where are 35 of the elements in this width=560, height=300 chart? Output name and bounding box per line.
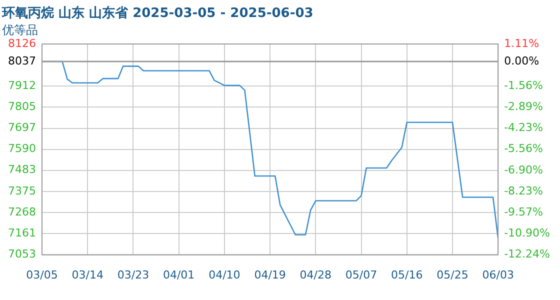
y-tick-label: 7697	[8, 121, 36, 134]
y2-tick-label: 0.00%	[504, 54, 540, 68]
y-tick-label: 7268	[8, 205, 36, 218]
y2-tick-label: 1.11%	[504, 36, 540, 50]
chart-title: 环氧丙烷 山东 山东省 2025-03-05 - 2025-06-03	[1, 5, 314, 22]
y-tick-label: 7053	[8, 248, 36, 261]
y-tick-label: 7590	[8, 142, 36, 156]
x-tick-label: 03/05	[26, 268, 58, 282]
y2-tick-label: -4.23%	[504, 121, 544, 134]
y2-tick-label: -6.90%	[504, 163, 544, 176]
x-tick-label: 05/25	[436, 268, 468, 282]
x-tick-label: 04/10	[208, 268, 240, 282]
y-tick-label: 8126	[8, 36, 36, 50]
y-tick-label: 7483	[8, 163, 36, 176]
y2-tick-label: -2.89%	[504, 100, 544, 114]
x-tick-label: 03/23	[117, 268, 150, 282]
y2-tick-label: -12.24%	[504, 248, 550, 261]
y2-tick-label: -8.23%	[504, 184, 544, 198]
x-tick-label: 03/14	[72, 268, 104, 282]
y-tick-label: 7161	[8, 226, 36, 240]
chart-subtitle: 优等品	[2, 22, 38, 37]
x-tick-label: 05/16	[391, 268, 423, 282]
x-tick-label: 06/03	[482, 268, 514, 282]
y-tick-label: 7375	[8, 184, 36, 198]
y2-tick-label: -10.90%	[504, 226, 550, 240]
y-tick-label: 7805	[8, 100, 36, 113]
x-tick-label: 04/01	[162, 268, 195, 282]
x-tick-label: 04/28	[300, 268, 332, 282]
y2-tick-label: -1.56%	[504, 79, 544, 92]
y-tick-label: 8037	[8, 54, 36, 68]
x-tick-label: 04/19	[254, 268, 286, 282]
x-tick-label: 05/07	[345, 268, 378, 282]
y2-tick-label: -9.57%	[504, 206, 544, 218]
y2-tick-label: -5.56%	[504, 142, 544, 156]
y-tick-label: 7912	[8, 78, 36, 92]
